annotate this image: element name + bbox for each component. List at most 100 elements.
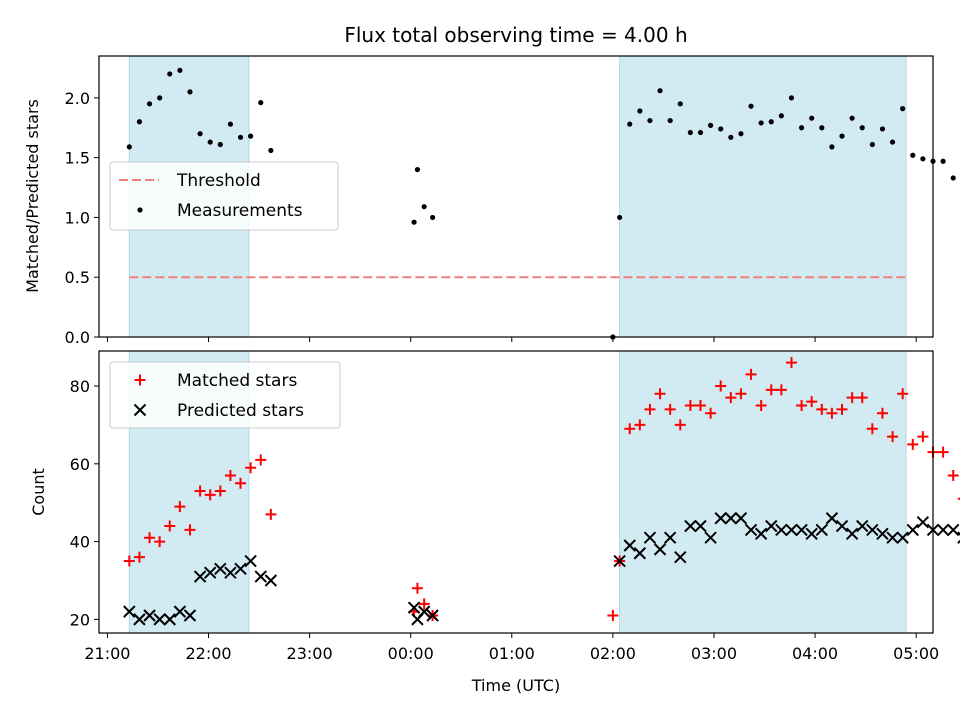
data-point-x bbox=[613, 554, 626, 568]
data-point-plus bbox=[856, 392, 868, 404]
x-tick-label: 21:00 bbox=[84, 644, 130, 663]
x-tick-label: 03:00 bbox=[691, 644, 737, 663]
data-point-dot bbox=[157, 95, 163, 101]
data-point-plus bbox=[174, 501, 186, 513]
data-point-plus bbox=[745, 368, 757, 380]
data-point-plus bbox=[846, 392, 858, 404]
y-tick-label: 40 bbox=[70, 533, 90, 552]
legend-label: Matched stars bbox=[177, 371, 297, 391]
data-point-plus bbox=[654, 388, 666, 400]
x-tick-label: 01:00 bbox=[489, 644, 535, 663]
data-point-dot bbox=[849, 115, 855, 121]
data-point-dot bbox=[889, 139, 896, 145]
data-point-plus bbox=[411, 582, 423, 594]
data-point-x bbox=[143, 609, 156, 622]
data-point-x bbox=[785, 523, 798, 537]
data-point-x bbox=[866, 523, 879, 537]
data-point-plus bbox=[418, 598, 430, 610]
x-tick-label: 00:00 bbox=[388, 644, 434, 663]
data-point-x bbox=[936, 523, 950, 537]
data-point-x bbox=[203, 566, 217, 579]
data-point-dot bbox=[627, 121, 633, 127]
data-point-dot bbox=[136, 119, 143, 125]
data-point-dot bbox=[268, 147, 274, 154]
data-point-dot bbox=[647, 117, 653, 124]
legend-label: Predicted stars bbox=[177, 401, 304, 421]
legend-box bbox=[109, 361, 341, 429]
data-point-dot bbox=[910, 152, 916, 158]
data-point-x bbox=[916, 515, 930, 529]
legend-marker-swatch bbox=[134, 374, 146, 386]
data-point-dot bbox=[411, 219, 417, 225]
data-point-x bbox=[886, 531, 899, 544]
data-point-x bbox=[407, 601, 421, 614]
data-point-dot bbox=[207, 139, 213, 145]
data-point-dot bbox=[829, 144, 835, 150]
data-point-dot bbox=[217, 141, 223, 148]
bottom-y-axis-label: Count bbox=[29, 468, 48, 516]
data-point-plus bbox=[755, 399, 767, 411]
data-point-dot bbox=[718, 126, 724, 132]
data-point-plus bbox=[897, 388, 909, 400]
data-point-x bbox=[193, 570, 207, 583]
data-point-dot bbox=[758, 120, 764, 126]
data-point-x bbox=[663, 531, 677, 544]
legend: Matched stars Predicted stars bbox=[109, 361, 341, 429]
data-point-plus bbox=[154, 536, 166, 548]
data-point-dot bbox=[637, 108, 643, 114]
data-point-x bbox=[734, 512, 748, 525]
data-point-plus bbox=[816, 403, 828, 415]
data-point-x bbox=[214, 562, 227, 576]
data-point-dot bbox=[430, 214, 436, 221]
data-point-plus bbox=[866, 423, 878, 435]
data-point-x bbox=[835, 519, 849, 533]
data-point-dot bbox=[414, 166, 421, 173]
data-point-plus bbox=[775, 384, 787, 396]
data-point-dot bbox=[708, 122, 714, 128]
data-point-dot bbox=[879, 126, 886, 132]
x-tick-label: 05:00 bbox=[893, 644, 939, 663]
data-point-dot bbox=[197, 131, 203, 137]
y-tick-label: 1.5 bbox=[65, 149, 90, 168]
data-point-dot bbox=[146, 101, 153, 107]
data-point-dot bbox=[940, 158, 946, 164]
data-point-plus bbox=[796, 399, 808, 411]
data-point-dot bbox=[819, 125, 825, 131]
data-point-x bbox=[825, 512, 839, 525]
data-point-plus bbox=[674, 419, 686, 431]
data-point-dot bbox=[900, 106, 906, 112]
data-point-plus bbox=[876, 407, 888, 419]
data-point-x bbox=[244, 554, 257, 568]
top-y-axis-label: Matched/Predicted stars bbox=[23, 99, 42, 293]
data-point-dot bbox=[869, 141, 875, 148]
data-point-x bbox=[765, 519, 778, 533]
data-point-x bbox=[264, 574, 278, 587]
data-point-x bbox=[633, 547, 647, 560]
data-point-plus bbox=[725, 392, 737, 404]
data-point-plus bbox=[937, 446, 949, 458]
x-tick-label: 22:00 bbox=[185, 644, 231, 663]
data-point-plus bbox=[204, 489, 216, 501]
shaded-interval-2 bbox=[619, 56, 907, 337]
data-point-plus bbox=[664, 403, 676, 415]
data-point-dot bbox=[950, 175, 956, 181]
data-point-dot bbox=[126, 144, 132, 150]
data-point-plus bbox=[224, 469, 236, 481]
data-point-plus bbox=[917, 431, 929, 443]
data-point-x bbox=[775, 523, 788, 537]
data-point-dot bbox=[667, 117, 673, 124]
legend-label: Measurements bbox=[177, 201, 303, 221]
data-point-x bbox=[183, 609, 197, 622]
data-point-plus bbox=[735, 388, 747, 400]
data-point-plus bbox=[634, 419, 646, 431]
data-point-x bbox=[643, 531, 657, 544]
data-point-x bbox=[123, 605, 136, 618]
data-point-x bbox=[805, 527, 818, 541]
data-point-x bbox=[674, 550, 687, 564]
y-tick-label: 1.0 bbox=[65, 208, 90, 227]
chart-title: Flux total observing time = 4.00 h bbox=[344, 23, 687, 47]
bottom-panel: 20 40 60 80 21:00 22:00 23:00 00:00 01:00 02:00 03… bbox=[70, 350, 960, 663]
data-point-plus bbox=[907, 438, 919, 450]
data-point-plus bbox=[123, 555, 135, 567]
